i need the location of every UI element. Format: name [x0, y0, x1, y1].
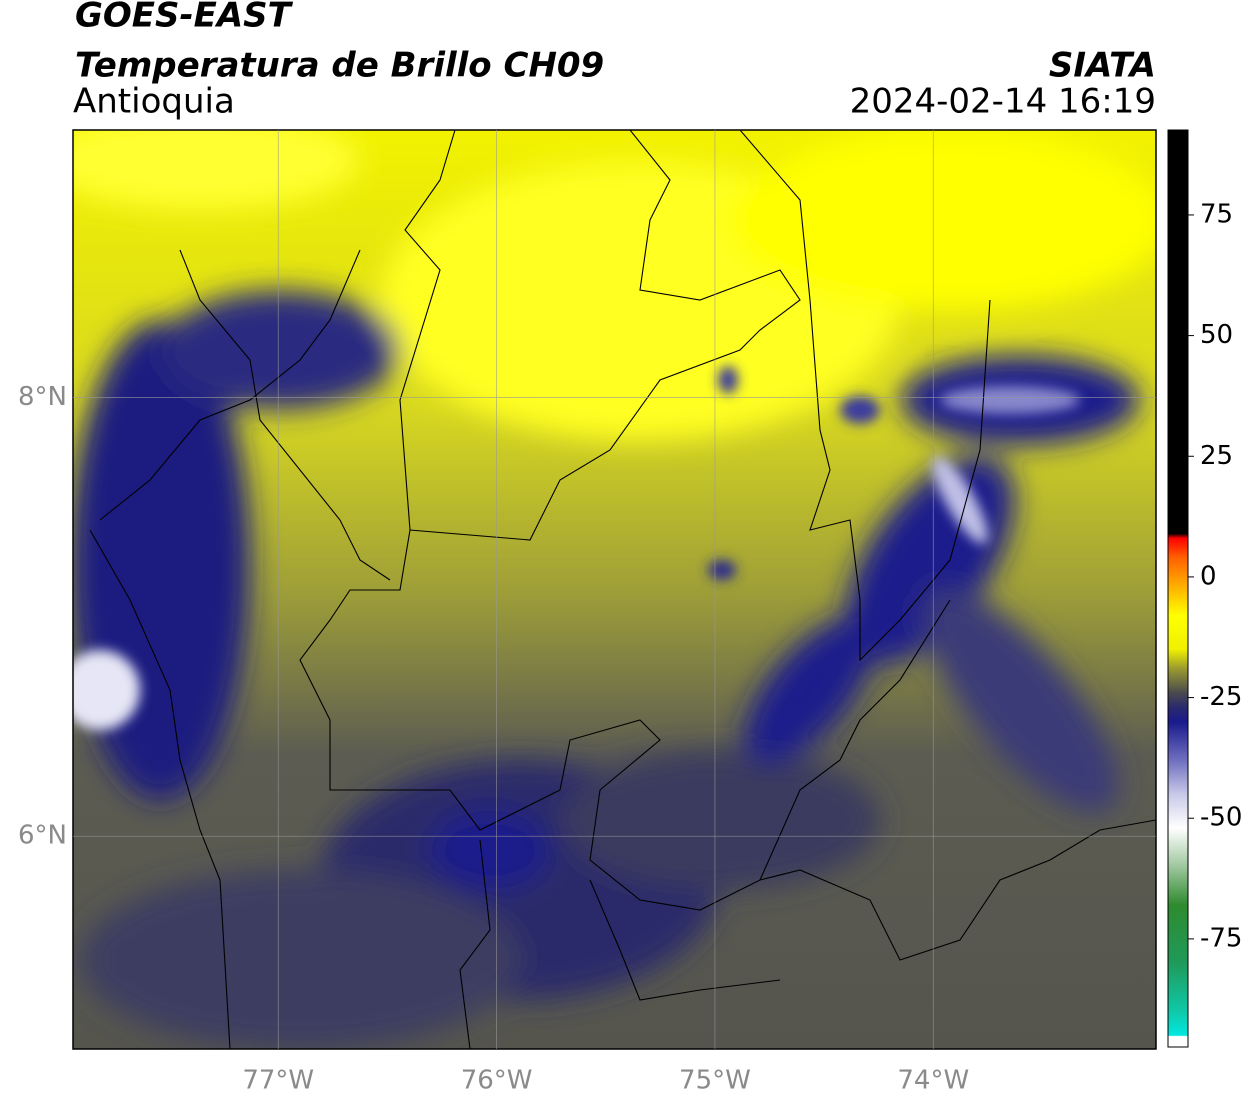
- y-tick-label: 8°N: [18, 382, 67, 412]
- colorbar-tick-label: -50: [1200, 803, 1242, 833]
- colorbar-tick-label: 0: [1200, 561, 1217, 591]
- colorbar-tick-label: -25: [1200, 682, 1242, 712]
- colorbar-tick-label: 75: [1200, 199, 1233, 229]
- x-tick-label: 76°W: [461, 1066, 533, 1096]
- timestamp: 2024-02-14 16:19: [850, 82, 1156, 122]
- y-tick-label: 6°N: [18, 821, 67, 851]
- source: SIATA: [1049, 46, 1156, 86]
- subtitle: Temperatura de Brillo CH09: [75, 46, 604, 86]
- satellite-image: [73, 130, 1156, 1049]
- x-tick-label: 75°W: [679, 1066, 751, 1096]
- region: Antioquia: [73, 82, 235, 122]
- colorbar: [1167, 129, 1189, 1048]
- colorbar-tick-label: 25: [1200, 441, 1233, 471]
- colorbar-tick-label: 50: [1200, 320, 1233, 350]
- map-frame: [72, 129, 1157, 1050]
- title: GOES-EAST: [75, 0, 294, 36]
- x-tick-label: 77°W: [242, 1066, 314, 1096]
- colorbar-tick-label: -75: [1200, 923, 1242, 953]
- x-tick-label: 74°W: [897, 1066, 969, 1096]
